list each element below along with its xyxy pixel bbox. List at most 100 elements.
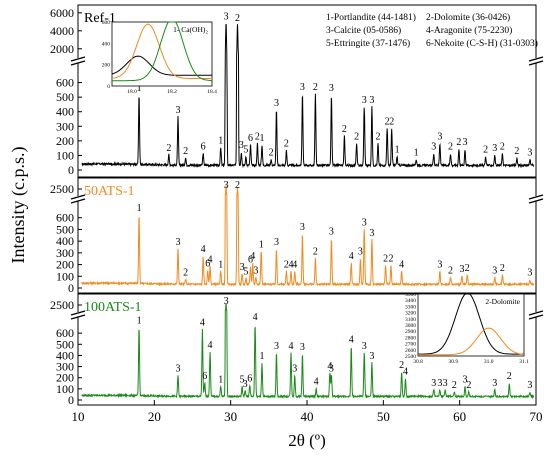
y-tick-label: 400 xyxy=(56,105,74,119)
legend-entry: 5-Ettringite (37-1476) xyxy=(326,38,410,49)
inset-1: 18.0 18.2 18.4 0 200 400 600 1- Ca(OH)₂ xyxy=(102,20,217,95)
y-tick-label: 400 xyxy=(56,234,74,248)
inset-y-tick-label: 2500 xyxy=(405,354,416,360)
peak-label: 6 xyxy=(247,373,252,384)
peak-label: 4 xyxy=(349,334,354,345)
y-tick-label: 100 xyxy=(56,382,74,396)
legend-entry: 2-Dolomite (36-0426) xyxy=(426,12,510,23)
axis-break-mark xyxy=(528,198,544,204)
inset-y-tick-label: 2600 xyxy=(405,348,416,354)
peak-label: 4 xyxy=(208,340,213,351)
legend: 1-Portlandite (44-1481) 2-Dolomite (36-04… xyxy=(326,12,538,49)
peak-label: 3 xyxy=(437,378,442,389)
peak-label: 3 xyxy=(527,147,532,158)
inset-y-tick-label: 2700 xyxy=(405,342,416,348)
peak-label: 3 xyxy=(369,228,374,239)
peak-label: 2 xyxy=(389,117,394,128)
peak-label: 2 xyxy=(284,259,289,270)
inset-y-tick-label: 3500 xyxy=(405,292,416,298)
x-tick-label: 10 xyxy=(72,409,85,424)
axis-break-gap xyxy=(71,196,85,201)
inset-y-tick-label: 3200 xyxy=(405,311,416,317)
peak-label: 3 xyxy=(463,375,468,386)
peak-label: 2 xyxy=(183,268,188,279)
peak-label: 6 xyxy=(201,142,206,153)
peak-label: 3 xyxy=(224,180,229,191)
peak-label: 6 xyxy=(248,133,253,144)
y-tick-label: 100 xyxy=(56,148,74,162)
peak-label: 2 xyxy=(383,254,388,265)
inset-y-tick-label: 400 xyxy=(102,41,111,47)
diffraction-line xyxy=(81,185,535,287)
inset-y-tick-label: 2800 xyxy=(405,335,416,341)
peak-label: 2 xyxy=(342,124,347,135)
axis-break-mark xyxy=(528,56,544,62)
peak-label: 1 xyxy=(259,240,264,251)
peak-label: 2 xyxy=(452,380,457,391)
peak-label: 4 xyxy=(253,312,258,323)
peak-label: 2 xyxy=(399,360,404,371)
peak-label: 1 xyxy=(218,375,223,386)
y-tick-label: 2500 xyxy=(50,298,74,312)
panel-frame xyxy=(77,177,537,294)
peak-label: 4 xyxy=(292,259,297,270)
y-tick-label: 300 xyxy=(56,360,74,374)
y-tick-label: 0 xyxy=(68,393,74,407)
peak-label: 3 xyxy=(329,83,334,94)
inset-y-tick-label: 3400 xyxy=(405,298,416,304)
x-tick-label: 50 xyxy=(377,409,390,424)
peak-label: 3 xyxy=(300,82,305,93)
peak-label: 1 xyxy=(395,144,400,155)
y-tick-label: 2500 xyxy=(50,182,74,196)
y-tick-label: 500 xyxy=(56,222,74,236)
y-tick-label: 600 xyxy=(56,76,74,90)
peak-label: 4 xyxy=(349,251,354,262)
peak-label: 4 xyxy=(288,341,293,352)
inset-y-tick-label: 2900 xyxy=(405,329,416,335)
peak-label: 2 xyxy=(235,13,240,24)
peak-label: 3 xyxy=(463,137,468,148)
inset-annotation: 1- Ca(OH)₂ xyxy=(173,25,208,34)
peak-label: 3 xyxy=(274,341,279,352)
axis-break-mark xyxy=(528,310,544,316)
y-tick-label: 6000 xyxy=(50,6,74,20)
inset-line xyxy=(418,293,524,355)
peak-label: 2 xyxy=(388,254,393,265)
peak-label: 3 xyxy=(239,140,244,151)
x-tick-label: 20 xyxy=(148,409,161,424)
panel-name: Ref-1 xyxy=(84,11,116,26)
legend-entry: 1-Portlandite (44-1481) xyxy=(326,12,416,23)
peak-label: 2 xyxy=(448,265,453,276)
peak-label: 2 xyxy=(269,147,274,158)
axis-break-mark xyxy=(528,314,544,320)
y-tick-label: 500 xyxy=(56,337,74,351)
y-tick-label: 200 xyxy=(56,371,74,385)
y-tick-label: 500 xyxy=(56,90,74,104)
y-tick-label: 2000 xyxy=(50,42,74,56)
inset-x-tick-label: 18.4 xyxy=(207,89,217,95)
inset-y-tick-label: 600 xyxy=(102,20,111,26)
peak-label: 3 xyxy=(362,341,367,352)
peak-label: 2 xyxy=(507,371,512,382)
peak-label: 3 xyxy=(274,98,279,109)
peak-label: 2 xyxy=(500,142,505,153)
y-tick-label: 600 xyxy=(56,326,74,340)
legend-entry: 3-Calcite (05-0586) xyxy=(326,25,401,36)
peak-label: 1 xyxy=(259,133,264,144)
peak-label: 3 xyxy=(527,380,532,391)
y-tick-label: 0 xyxy=(68,281,74,295)
y-axis-label: Intensity (c.p.s.) xyxy=(8,147,29,264)
peak-label: 3 xyxy=(362,95,367,106)
peak-label: 3 xyxy=(175,105,180,116)
x-tick-label: 60 xyxy=(453,409,466,424)
peak-label: 4 xyxy=(314,377,319,388)
inset-line xyxy=(418,327,525,356)
peak-label: 5 xyxy=(243,266,248,277)
peak-label: 3 xyxy=(358,247,363,258)
peak-label: 2 xyxy=(235,180,240,191)
y-tick-label: 100 xyxy=(56,269,74,283)
peak-label: 6 xyxy=(205,258,210,269)
